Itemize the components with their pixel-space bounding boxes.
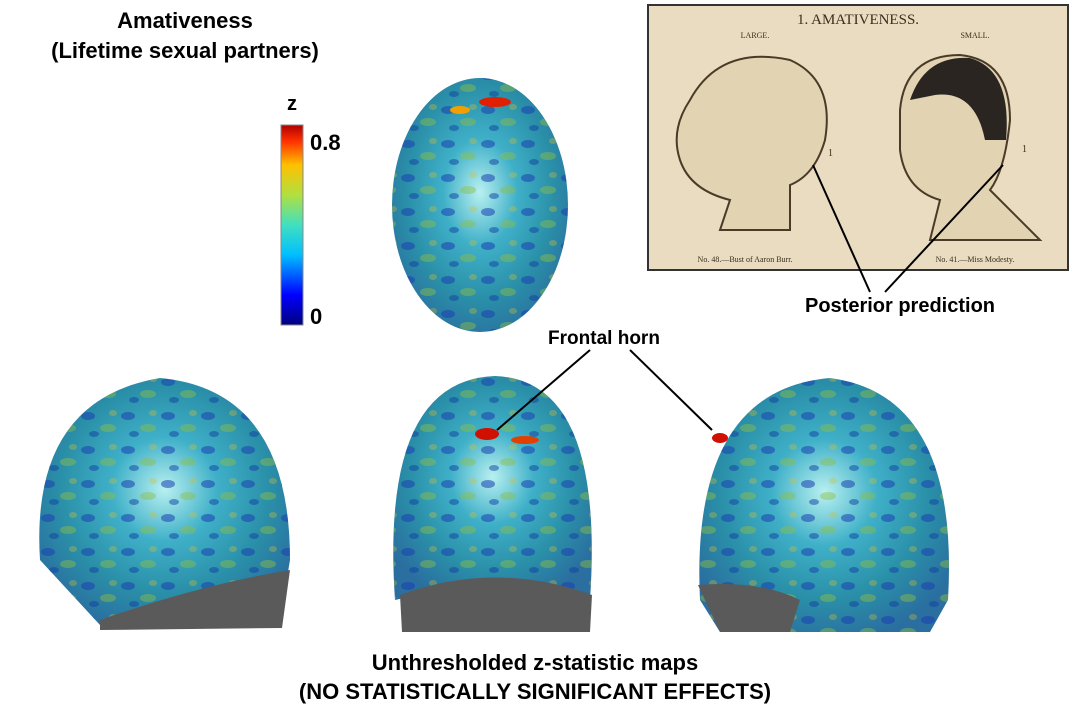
posterior-prediction-label: Posterior prediction [805,295,995,317]
figure: Amativeness (Lifetime sexual partners) z… [0,0,1076,708]
colorbar-min: 0 [310,304,322,329]
brain-top [392,78,568,332]
inset-left-caption: No. 48.—Bust of Aaron Burr. [698,255,793,264]
inset-title: 1. AMATIVENESS. [797,12,919,28]
inset-left-label: LARGE. [741,31,770,40]
caption-line-2: (NO STATISTICALLY SIGNIFICANT EFFECTS) [299,679,771,704]
inset-left-marker: 1 [828,148,833,159]
frontal-horn-label: Frontal horn [548,328,660,349]
brain-middle [393,376,592,632]
colorbar-label: z [287,93,297,115]
title-line-2: (Lifetime sexual partners) [51,38,319,63]
title-line-1: Amativeness [117,8,253,33]
inset-right-caption: No. 41.—Miss Modesty. [936,255,1015,264]
brain-right [698,378,949,632]
inset-right-label: SMALL. [960,31,989,40]
colorbar-max: 0.8 [310,130,341,155]
inset-right-marker: 1 [1022,144,1027,155]
inset: 1. AMATIVENESS. LARGE. SMALL. 1 1 No. 48… [648,5,1068,270]
caption-line-1: Unthresholded z-statistic maps [372,650,698,675]
colorbar [281,125,303,325]
brain-left [39,378,290,630]
